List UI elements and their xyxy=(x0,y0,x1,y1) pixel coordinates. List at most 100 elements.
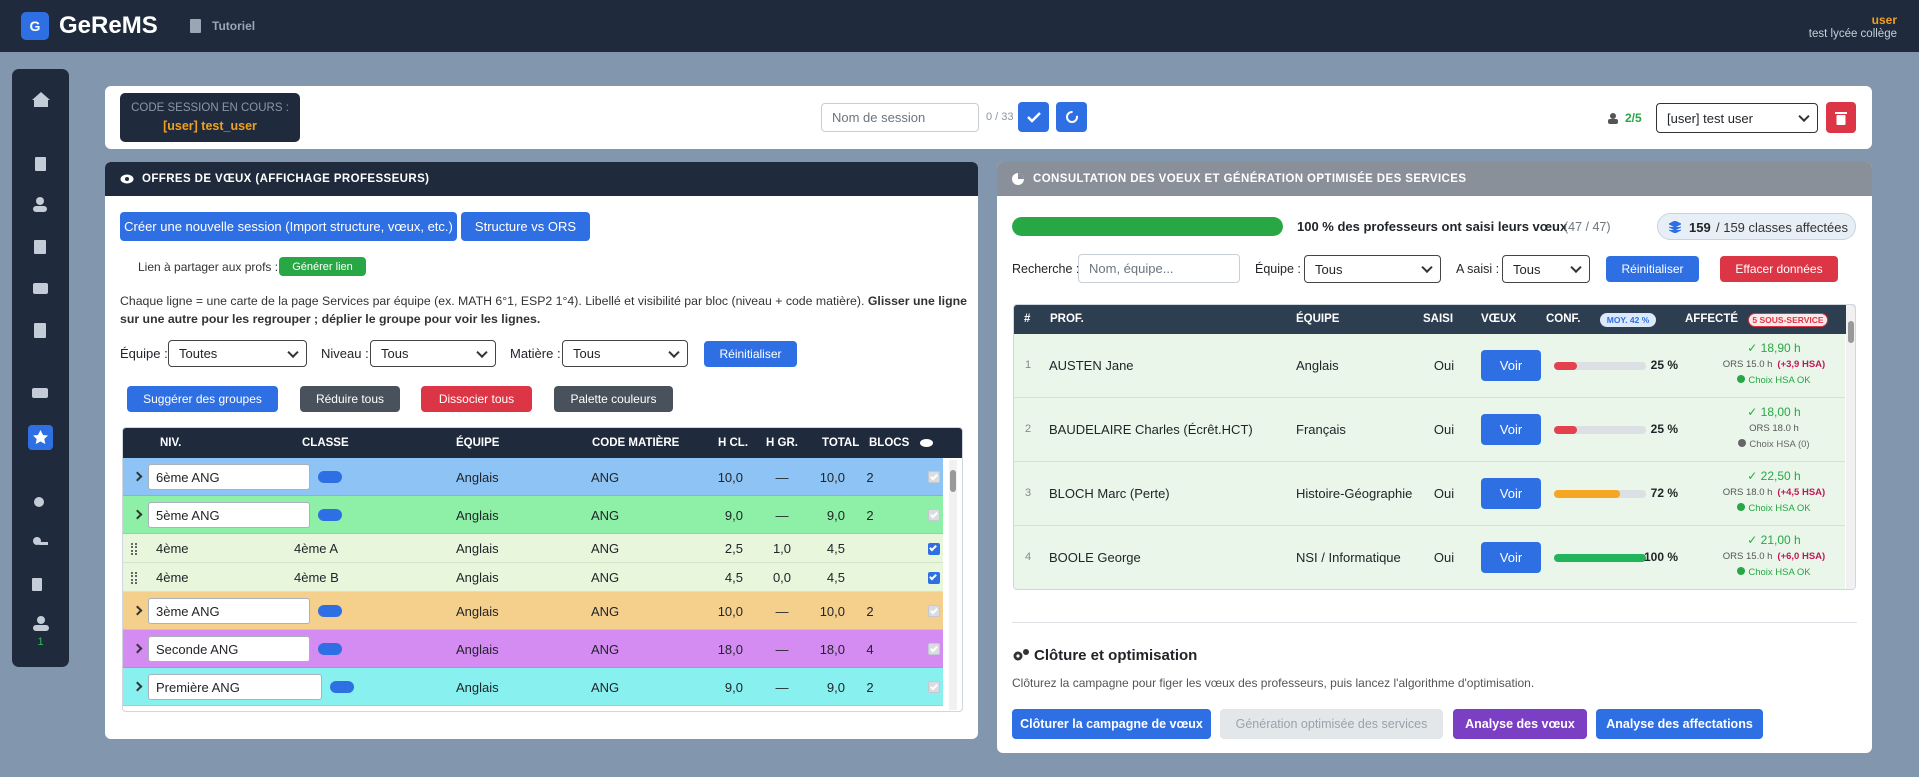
classe: 4ème B xyxy=(294,570,339,585)
group-label-input[interactable]: 6ème ANG xyxy=(148,464,310,490)
group-label-input[interactable]: 5ème ANG xyxy=(148,502,310,528)
expand-chevron[interactable] xyxy=(132,605,143,616)
group-label: 5ème ANG xyxy=(156,508,220,523)
group-label-input[interactable]: 3ème ANG xyxy=(148,598,310,624)
code: ANG xyxy=(591,570,620,585)
session-name-placeholder: Nom de session xyxy=(832,110,926,125)
description-text: Chaque ligne = une carte de la page Serv… xyxy=(120,294,868,308)
row-number: 4 xyxy=(1024,551,1032,563)
prof-name: BLOCH Marc (Perte) xyxy=(1049,486,1170,501)
book-icon[interactable] xyxy=(34,240,46,254)
filter-select[interactable]: Tous xyxy=(1502,255,1590,283)
equipe: Anglais xyxy=(1296,358,1339,373)
users-icon[interactable] xyxy=(36,197,44,205)
expand-chevron[interactable] xyxy=(132,681,143,692)
ors-line: ORS 18.0 h (+4,5 HSA) xyxy=(1714,487,1834,498)
choice-line: Choix HSA OK xyxy=(1714,503,1834,514)
reset-button[interactable]: Réinitialiser xyxy=(1606,256,1699,282)
conf-label: 25 % xyxy=(1650,358,1678,372)
h-gr: — xyxy=(775,641,789,657)
group-label-input[interactable]: Seconde ANG xyxy=(148,636,310,662)
clear-button[interactable]: Effacer données xyxy=(1720,256,1838,282)
scrollbar-thumb xyxy=(950,470,956,492)
teacher-row: 2 BAUDELAIRE Charles (Écrêt.HCT) Français O… xyxy=(1014,398,1845,462)
briefcase-icon[interactable] xyxy=(33,283,48,294)
eye-header-icon xyxy=(920,439,933,447)
star-icon xyxy=(33,430,48,444)
ungroup-icon[interactable] xyxy=(318,605,342,617)
app-name[interactable]: GeReMS xyxy=(59,12,158,39)
check-icon xyxy=(1026,112,1041,123)
analyse-assignments-button[interactable]: Analyse des affectations xyxy=(1596,709,1763,739)
code: ANG xyxy=(591,641,620,657)
visible-checkbox[interactable] xyxy=(928,571,940,584)
ungroup-icon[interactable] xyxy=(318,643,342,655)
session-name-input[interactable]: Nom de session xyxy=(821,103,979,132)
calculator-icon[interactable] xyxy=(34,323,46,338)
niveau: 4ème xyxy=(156,570,189,585)
filter-select[interactable]: Tous xyxy=(562,340,688,367)
column-header: BLOCS xyxy=(869,437,910,449)
dissociate-all-button[interactable]: Dissocier tous xyxy=(421,386,532,412)
h-cl: 10,0 xyxy=(717,469,743,485)
conf-track xyxy=(1554,362,1646,370)
voir-button[interactable]: Voir xyxy=(1481,350,1541,381)
equipe: Anglais xyxy=(456,507,499,523)
ungroup-icon[interactable] xyxy=(318,471,342,483)
refresh-button[interactable] xyxy=(1056,102,1087,132)
icons xyxy=(32,92,50,631)
column-header: CONF. xyxy=(1546,313,1581,325)
gears-icon[interactable] xyxy=(34,497,44,507)
drag-handle[interactable] xyxy=(131,542,137,555)
ungroup-icon[interactable] xyxy=(318,509,342,521)
equipe: Histoire-Géographie xyxy=(1296,486,1413,501)
ungroup-icon[interactable] xyxy=(330,681,354,693)
filter-select[interactable]: Tous xyxy=(370,340,496,367)
user-select[interactable]: [user] test user xyxy=(1656,103,1818,133)
filter-select[interactable]: Tous xyxy=(1304,255,1441,283)
equipe: NSI / Informatique xyxy=(1296,550,1401,565)
filter-select[interactable]: Toutes xyxy=(168,340,307,367)
palette-button[interactable]: Palette couleurs xyxy=(554,386,673,412)
session-code-value: [user] test_user xyxy=(163,119,257,133)
validate-button[interactable] xyxy=(1018,102,1049,132)
users-icon-2[interactable] xyxy=(37,616,45,624)
table-header: NIV. CLASSE ÉQUIPE CODE MATIÈRE H CL. H GR. TO… xyxy=(123,428,962,458)
h-gr: — xyxy=(775,469,789,485)
group-label-input[interactable]: Première ANG xyxy=(148,674,322,700)
h-gr: — xyxy=(775,679,789,695)
item-row: 4ème 4ème B Anglais ANG 4,5 0,0 4,5 xyxy=(123,563,943,592)
filter-value: Tous xyxy=(381,346,409,361)
reset-button[interactable]: Réinitialiser xyxy=(704,341,797,367)
expand-chevron[interactable] xyxy=(132,471,143,482)
expand-chevron[interactable] xyxy=(132,509,143,520)
printer-icon[interactable] xyxy=(32,388,48,398)
conf-bar xyxy=(1554,426,1577,434)
visible-checkbox[interactable] xyxy=(928,542,940,555)
drag-handle[interactable] xyxy=(131,571,137,584)
create-session-button[interactable]: Créer une nouvelle session (Import struc… xyxy=(120,212,457,241)
home-icon[interactable] xyxy=(32,92,50,107)
voir-button[interactable]: Voir xyxy=(1481,542,1541,573)
search-input[interactable]: Nom, équipe... xyxy=(1078,254,1240,283)
logo[interactable]: G xyxy=(21,12,49,40)
search-label: Recherche : xyxy=(1012,262,1080,276)
voir-button[interactable]: Voir xyxy=(1481,414,1541,445)
offers-title: OFFRES DE VŒUX (AFFICHAGE PROFESSEURS) xyxy=(142,173,430,185)
expand-chevron[interactable] xyxy=(132,643,143,654)
building-icon[interactable] xyxy=(35,157,46,171)
logout-icon[interactable] xyxy=(32,578,42,591)
generate-link-button[interactable]: Générer lien xyxy=(279,257,366,276)
close-campaign-button[interactable]: Clôturer la campagne de vœux xyxy=(1012,709,1211,739)
h-cl: 18,0 xyxy=(717,641,743,657)
h-cl: 10,0 xyxy=(717,603,743,619)
column-header: # xyxy=(1024,313,1031,325)
suggest-groups-button[interactable]: Suggérer des groupes xyxy=(127,386,278,412)
voir-button[interactable]: Voir xyxy=(1481,478,1541,509)
collapse-all-button[interactable]: Réduire tous xyxy=(300,386,400,412)
analyse-wishes-button[interactable]: Analyse des vœux xyxy=(1453,709,1587,739)
total: 4,5 xyxy=(826,570,845,585)
delete-button[interactable] xyxy=(1826,102,1856,133)
blocs: 2 xyxy=(866,469,874,485)
structure-ors-button[interactable]: Structure vs ORS xyxy=(461,212,590,241)
